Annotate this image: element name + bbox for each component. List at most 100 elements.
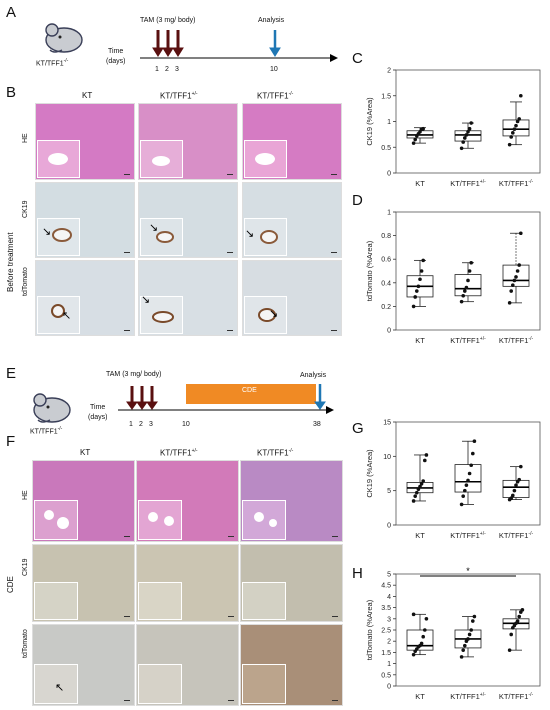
chart-c: 0 0.5 1 1.5 2 CK19 (%Area) KT KT/TFF1+/- KT/TFF1… <box>365 68 541 188</box>
data-point <box>467 471 472 476</box>
tick-e-1: 1 <box>129 421 133 428</box>
data-point <box>519 464 523 469</box>
days-label-e: (days) <box>88 414 108 421</box>
col-label-kt: KT <box>82 91 93 100</box>
data-point <box>507 301 512 305</box>
col-label-f-kt: KT <box>80 448 91 457</box>
data-point <box>416 487 421 492</box>
row-label-ck19: CK19 <box>22 200 29 218</box>
y-axis-label: tdTomato (%Area) <box>365 599 374 660</box>
y-tick-label: 0.5 <box>381 145 391 152</box>
data-point <box>413 494 417 498</box>
data-point <box>419 641 424 646</box>
box <box>454 464 482 493</box>
x-tick-label-sup: +/- <box>480 179 486 185</box>
data-point <box>511 283 515 287</box>
tick-2: 2 <box>165 66 169 73</box>
col-label-sup: -/- <box>288 448 294 454</box>
y-tick-label: 0 <box>387 171 391 178</box>
x-tick-label-sup: +/- <box>480 692 486 698</box>
data-point <box>520 608 525 612</box>
panel-letter-b: B <box>6 84 17 101</box>
analysis-label-e: Analysis <box>300 372 327 379</box>
data-point <box>421 634 425 639</box>
data-point <box>469 463 473 468</box>
panel-letter-e: E <box>6 365 17 382</box>
data-point <box>424 617 429 621</box>
data-point <box>419 269 424 273</box>
data-point <box>418 130 422 134</box>
x-tick-label: KT/TFF1+/- <box>450 179 486 188</box>
significance-star: * <box>466 566 470 576</box>
data-point <box>515 269 520 273</box>
x-tick-label-sup: -/- <box>528 692 533 698</box>
tam-label-e: TAM (3 mg/ body) <box>106 371 162 378</box>
y-tick-label: 15 <box>383 420 391 427</box>
data-point <box>416 284 421 289</box>
panel-letter-g: G <box>352 420 364 437</box>
tick-1: 1 <box>155 66 159 73</box>
panel-letter-f: F <box>6 433 16 450</box>
chart-h: 0 0.5 1 1.5 2 2.5 3 3.5 4 4.5 5 tdTomato (%Area) KT K… <box>365 566 541 701</box>
col-label-f-het: KT/TFF1 <box>160 448 192 458</box>
y-tick-label: 2 <box>387 639 391 646</box>
side-label-cde: CDE <box>6 576 15 593</box>
col-label-sup: -/- <box>288 91 294 97</box>
analysis-label: Analysis <box>258 17 285 24</box>
x-tick-label-sup: -/- <box>528 179 533 185</box>
x-tick-label-sup: +/- <box>480 531 486 537</box>
data-point <box>514 123 518 128</box>
y-tick-label: 0.2 <box>381 304 391 311</box>
data-point <box>467 126 472 131</box>
data-point <box>467 269 472 273</box>
col-label-f-ko: KT/TFF1 <box>257 448 289 458</box>
data-point <box>411 141 416 145</box>
tick-3: 3 <box>175 66 179 73</box>
data-point <box>411 304 416 309</box>
data-point <box>509 496 513 501</box>
y-axis-label: CK19 (%Area) <box>365 97 374 146</box>
timeline-e <box>118 384 334 414</box>
mouse-label: KT/TFF1 <box>36 60 64 68</box>
data-point <box>464 483 469 487</box>
tick-10: 10 <box>270 66 278 73</box>
y-tick-label: 1.5 <box>381 93 391 100</box>
micrograph-f-he-kt <box>32 460 135 542</box>
data-point <box>519 93 523 98</box>
y-tick-label: 3 <box>387 616 391 623</box>
data-point <box>413 295 417 299</box>
data-point <box>459 655 464 659</box>
micrograph-tdtomato-het: ↘ <box>138 260 238 336</box>
micrograph-f-he-ko <box>240 460 343 542</box>
panel-letter-h: H <box>352 565 363 582</box>
x-tick-label: KT <box>415 531 425 540</box>
data-point <box>512 278 517 283</box>
data-point <box>509 632 513 637</box>
data-point <box>467 632 472 637</box>
data-point <box>514 483 518 487</box>
micrograph-f-ck19-kt <box>32 544 135 622</box>
micrograph-f-tdtomato-het <box>136 624 239 706</box>
micrograph-f-ck19-het <box>136 544 239 622</box>
cde-label: CDE <box>242 387 257 394</box>
data-point <box>466 478 470 483</box>
mouse-icon <box>45 23 83 53</box>
data-point <box>509 135 513 139</box>
row-label-f-tdtomato: tdTomato <box>22 629 29 658</box>
micrograph-f-he-het <box>136 460 239 542</box>
time-label: Time <box>108 48 124 55</box>
micrograph-f-tdtomato-kt: ↖ <box>32 624 135 706</box>
y-axis-label: CK19 (%Area) <box>365 449 374 498</box>
data-point <box>517 477 521 482</box>
data-point <box>463 643 467 648</box>
data-point <box>469 260 473 265</box>
days-label: (days) <box>106 58 126 65</box>
data-point <box>413 137 417 142</box>
data-point <box>419 482 424 486</box>
data-point <box>423 628 427 632</box>
data-point <box>472 439 477 444</box>
y-tick-label: 10 <box>383 454 391 461</box>
time-label-e: Time <box>90 404 106 411</box>
y-tick-label: 2.5 <box>381 628 391 635</box>
x-tick-label: KT/TFF1-/- <box>499 336 534 345</box>
